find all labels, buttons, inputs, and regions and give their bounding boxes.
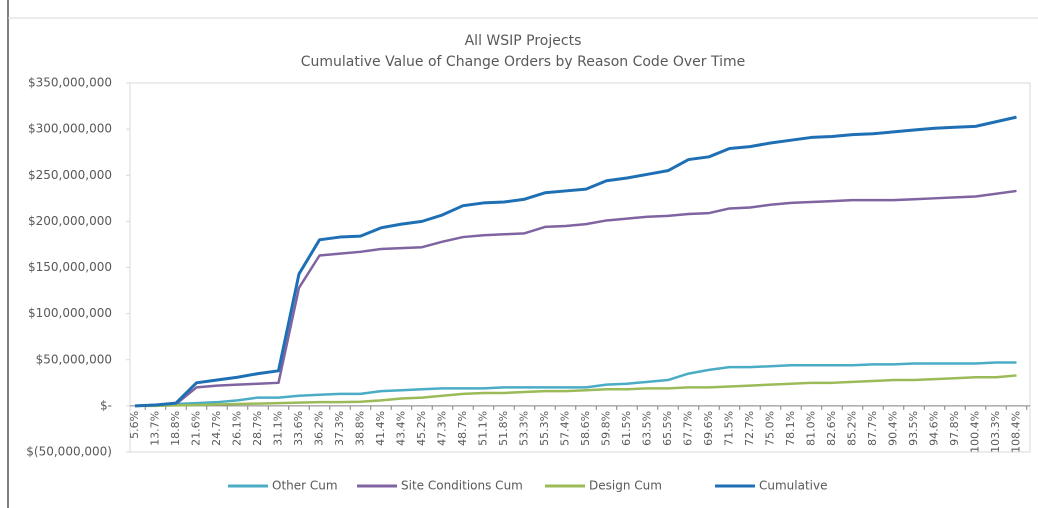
x-tick-label: 94.6% (928, 411, 941, 446)
x-tick-label: 38.8% (354, 411, 367, 446)
x-tick-label: 90.4% (887, 411, 900, 446)
y-tick-label: $50,000,000 (36, 352, 112, 366)
y-tick-label: $100,000,000 (28, 306, 112, 320)
x-tick-label: 63.5% (641, 411, 654, 446)
x-tick-label: 58.6% (579, 411, 592, 446)
x-tick-label: 57.4% (559, 411, 572, 446)
x-tick-label: 51.8% (497, 411, 510, 446)
x-tick-label: 13.7% (149, 411, 162, 446)
y-tick-label: $200,000,000 (28, 214, 112, 228)
x-tick-label: 28.7% (251, 411, 264, 446)
chart-title: All WSIP Projects (465, 33, 582, 49)
x-tick-label: 108.4% (1010, 411, 1023, 453)
legend-label: Other Cum (272, 479, 338, 493)
x-tick-label: 97.8% (948, 411, 961, 446)
x-tick-label: 45.2% (415, 411, 428, 446)
x-tick-label: 53.3% (518, 411, 531, 446)
x-tick-label: 87.7% (866, 411, 879, 446)
legend-label: Site Conditions Cum (401, 479, 523, 493)
series-line (135, 374, 1017, 408)
x-tick-label: 67.7% (682, 411, 695, 446)
x-tick-label: 93.5% (907, 411, 920, 446)
y-tick-label: $300,000,000 (28, 122, 112, 136)
series-line (134, 189, 1017, 408)
series-line (134, 361, 1017, 408)
x-tick-label: 41.4% (374, 411, 387, 446)
x-tick-label: 31.1% (272, 411, 285, 446)
x-tick-label: 81.0% (805, 411, 818, 446)
x-tick-label: 82.6% (825, 411, 838, 446)
x-tick-label: 71.5% (723, 411, 736, 446)
x-tick-label: 100.4% (969, 411, 982, 453)
x-tick-label: 69.6% (702, 411, 715, 446)
x-tick-label: 33.6% (292, 411, 305, 446)
x-tick-label: 75.0% (764, 411, 777, 446)
x-tick-label: 85.2% (846, 411, 859, 446)
legend-label: Design Cum (589, 479, 662, 493)
series-line (134, 115, 1017, 408)
x-tick-label: 18.8% (169, 411, 182, 446)
x-tick-label: 103.3% (989, 411, 1002, 453)
y-tick-label: $350,000,000 (28, 76, 112, 90)
legend-label: Cumulative (759, 479, 828, 493)
x-tick-label: 36.2% (313, 411, 326, 446)
y-tick-label: $150,000,000 (28, 260, 112, 274)
x-tick-label: 72.7% (743, 411, 756, 446)
x-tick-label: 47.3% (436, 411, 449, 446)
y-tick-label: $(50,000,000) (26, 445, 112, 459)
x-tick-label: 55.3% (538, 411, 551, 446)
x-tick-label: 26.1% (231, 411, 244, 446)
x-tick-label: 78.1% (784, 411, 797, 446)
y-tick-label: $250,000,000 (28, 168, 112, 182)
x-tick-label: 59.8% (600, 411, 613, 446)
x-tick-label: 5.6% (128, 411, 141, 439)
x-tick-label: 61.5% (620, 411, 633, 446)
x-tick-label: 21.6% (190, 411, 203, 446)
chart-subtitle: Cumulative Value of Change Orders by Rea… (301, 54, 746, 70)
x-tick-label: 24.7% (210, 411, 223, 446)
x-tick-label: 65.5% (661, 411, 674, 446)
x-tick-label: 43.4% (395, 411, 408, 446)
x-tick-label: 48.7% (456, 411, 469, 446)
x-tick-label: 51.1% (477, 411, 490, 446)
x-tick-label: 37.3% (333, 411, 346, 446)
y-tick-label: $- (100, 398, 112, 412)
